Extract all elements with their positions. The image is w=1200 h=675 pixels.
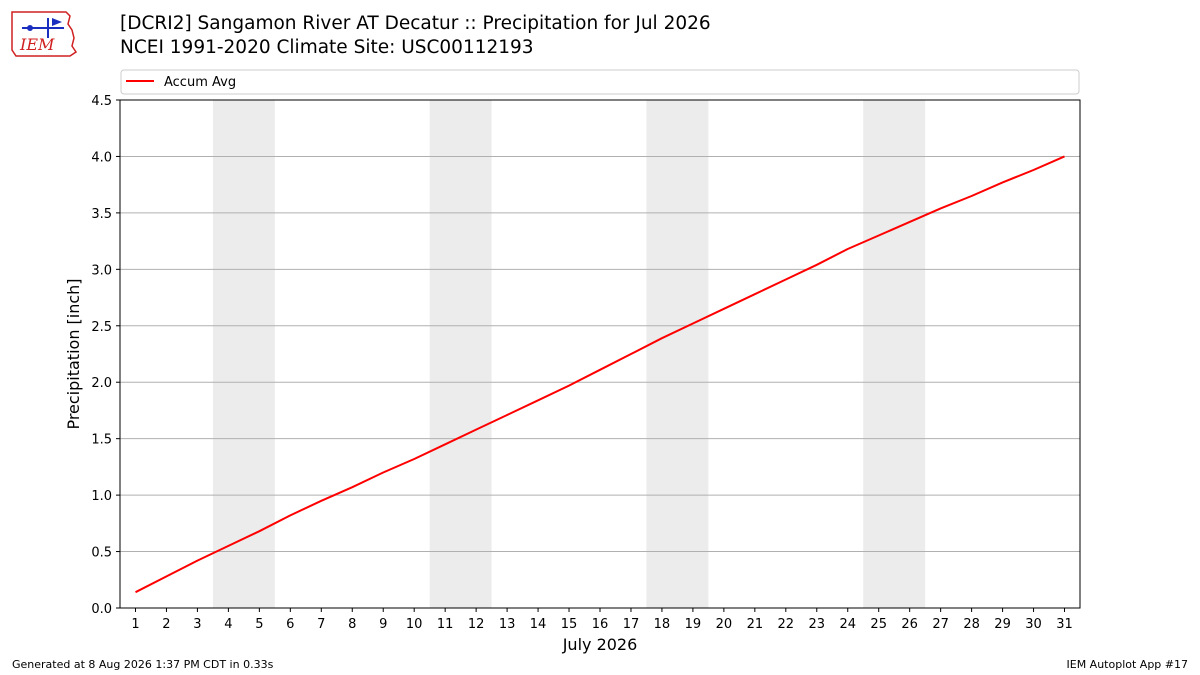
x-tick-label: 8 [348,617,356,632]
x-tick-label: 15 [561,617,578,632]
x-tick-label: 7 [317,617,325,632]
x-tick-label: 14 [530,617,547,632]
x-tick-label: 17 [623,617,640,632]
x-tick-label: 10 [406,617,423,632]
x-tick-label: 13 [499,617,516,632]
x-tick-label: 25 [870,617,887,632]
weekend-bands [212,100,926,608]
x-tick-label: 16 [592,617,609,632]
weekend-band [863,100,926,608]
y-tick-label: 3.5 [91,207,112,222]
x-tick-label: 2 [162,617,170,632]
x-tick-label: 26 [901,617,918,632]
x-tick-label: 4 [224,617,232,632]
x-tick-label: 1 [131,617,139,632]
title-line-1: [DCRI2] Sangamon River AT Decatur :: Pre… [120,13,711,34]
legend: Accum Avg [120,69,1080,95]
x-tick-label: 29 [994,617,1011,632]
y-tick-label: 1.5 [91,433,112,448]
y-tick-label: 1.0 [91,489,112,504]
x-tick-label: 28 [963,617,980,632]
x-tick-label: 11 [437,617,454,632]
y-axis-label: Precipitation [inch] [64,278,83,429]
generated-footer: Generated at 8 Aug 2026 1:37 PM CDT in 0… [12,658,274,671]
x-tick-label: 30 [1025,617,1042,632]
y-tick-label: 0.5 [91,546,112,561]
x-tick-label: 31 [1056,617,1073,632]
x-tick-label: 22 [778,617,795,632]
y-tick-label: 4.5 [91,94,112,109]
weekend-band [646,100,709,608]
x-tick-label: 24 [839,617,856,632]
y-tick-label: 2.0 [91,376,112,391]
legend-box [120,69,1080,95]
x-tick-label: 3 [193,617,201,632]
y-tick-label: 4.0 [91,150,112,165]
y-tick-label: 0.0 [91,602,112,617]
chart-title: [DCRI2] Sangamon River AT Decatur :: Pre… [120,12,711,60]
title-line-2: NCEI 1991-2020 Climate Site: USC00112193 [120,37,534,58]
weekend-band [212,100,275,608]
x-tick-label: 5 [255,617,263,632]
x-tick-label: 12 [468,617,485,632]
y-tick-label: 3.0 [91,263,112,278]
x-tick-label: 23 [809,617,826,632]
logo-text: IEM [19,35,55,54]
x-tick-label: 20 [716,617,733,632]
x-tick-label: 18 [654,617,671,632]
y-tick-label: 2.5 [91,320,112,335]
x-axis: 1 2 3 4 5 6 7 8 9 10 11 12 13 14 15 16 17 18 19 20 21 22 23 24 2… [131,608,1073,632]
y-axis: 0.0 0.5 1.0 1.5 2.0 2.5 3.0 3.5 4.0 4.5 [91,94,120,617]
x-tick-label: 19 [685,617,702,632]
x-tick-label: 21 [747,617,764,632]
series-group [135,155,1065,594]
app-footer: IEM Autoplot App #17 [1066,658,1189,671]
legend-label: Accum Avg [164,75,236,90]
x-tick-label: 9 [379,617,387,632]
x-tick-label: 27 [932,617,949,632]
x-axis-label: July 2026 [562,635,638,654]
weekend-band [429,100,492,608]
iem-logo-icon: IEM [11,11,78,57]
x-tick-label: 6 [286,617,294,632]
